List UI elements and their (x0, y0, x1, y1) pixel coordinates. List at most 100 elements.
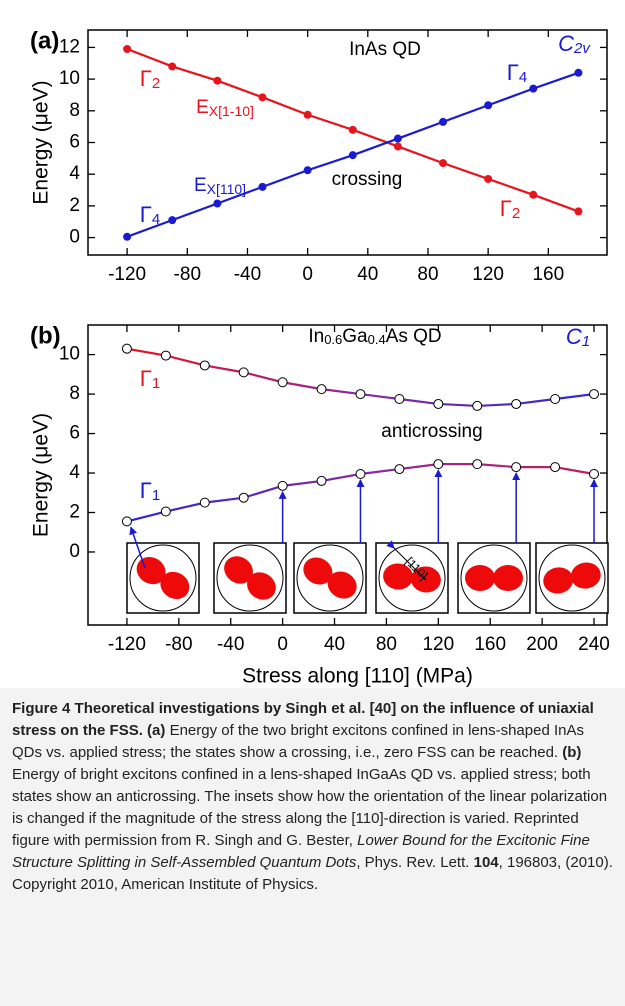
annotation-text: Γ (140, 478, 152, 503)
y-tick-label: 6 (69, 132, 80, 153)
data-point (303, 110, 312, 119)
data-point (121, 343, 132, 354)
dumbbell (224, 556, 276, 600)
y-axis-title: Energy (μeV) (30, 80, 53, 204)
data-point (258, 182, 267, 191)
data-point (348, 125, 357, 134)
x-tick-label: -120 (108, 634, 146, 655)
x-tick-label: -80 (165, 634, 192, 655)
annotation-text: C (558, 31, 574, 56)
lobe (543, 567, 574, 594)
x-tick-label: -40 (217, 634, 244, 655)
data-point (574, 207, 583, 216)
annotation-sub: 2v (573, 40, 591, 57)
annotation-text: anticrossing (381, 421, 482, 442)
data-point (393, 142, 402, 151)
data-point (589, 389, 600, 400)
data-point (238, 367, 249, 378)
caption-text: , Phys. Rev. Lett. (356, 854, 470, 871)
y-tick-label: 6 (69, 423, 80, 444)
annotation-part: 0.4 (368, 332, 386, 347)
annotation: Γ4 (140, 202, 160, 229)
data-point (550, 462, 561, 473)
annotation-part: As QD (386, 326, 442, 347)
panel-label: (a) (30, 27, 59, 54)
x-tick-label: 160 (532, 264, 564, 285)
y-tick-label: 0 (69, 227, 80, 248)
y-tick-label: 2 (69, 502, 80, 523)
x-tick-label: -120 (108, 264, 146, 285)
lobe (247, 572, 276, 600)
annotation-text: E (194, 175, 207, 196)
panel-label: (b) (30, 322, 61, 349)
y-tick-label: 12 (59, 36, 80, 57)
lobe (570, 562, 601, 589)
data-point (472, 400, 483, 411)
y-tick-label: 8 (69, 100, 80, 121)
data-point (484, 101, 493, 110)
data-point (394, 464, 405, 475)
data-point (123, 45, 132, 54)
annotation-text: InAs QD (349, 39, 421, 60)
annotation-part: 0.6 (324, 332, 342, 347)
data-point (529, 84, 538, 93)
lobe (493, 565, 523, 591)
dumbbell (303, 557, 357, 599)
y-tick-label: 10 (59, 344, 80, 365)
y-tick-label: 8 (69, 383, 80, 404)
data-point (472, 459, 483, 470)
annotation-part: In (308, 326, 324, 347)
annotation-text: C (566, 324, 582, 349)
x-tick-label: 160 (474, 634, 506, 655)
caption-text: Energy of the two bright excitons confin… (12, 722, 584, 761)
x-tick-label: 200 (526, 634, 558, 655)
dumbbell (543, 562, 601, 594)
annotation-part: Ga (342, 326, 368, 347)
annotation-sub: 2 (152, 75, 160, 92)
data-point (348, 151, 357, 160)
data-point (316, 384, 327, 395)
data-point (574, 68, 583, 77)
inset-circle (129, 544, 197, 612)
annotation-sub: X[110] (207, 181, 246, 197)
y-tick-label: 4 (69, 462, 80, 483)
caption-panel: (a) (147, 722, 166, 739)
inset-axis (386, 540, 427, 581)
data-point (484, 174, 493, 183)
inset-circle (216, 544, 284, 612)
x-tick-label: 240 (578, 634, 610, 655)
caption-panel: (b) (562, 744, 582, 761)
data-point (121, 516, 132, 527)
caption-text: , 196803, (2010). Copyright 2010, Americ… (12, 854, 613, 893)
figure: -120 -80 -40 0 40 80 120 160024681012(a)Energy … (30, 27, 610, 688)
data-point (393, 134, 402, 143)
lobe (465, 565, 495, 591)
annotation-sub: 1 (152, 375, 160, 392)
x-axis-title: Stress along [110] (MPa) (242, 665, 473, 688)
annotation-sub: 1 (582, 333, 590, 350)
y-tick-label: 4 (69, 163, 80, 184)
data-point (433, 398, 444, 409)
x-tick-label: 40 (357, 264, 378, 285)
x-tick-label: 0 (277, 634, 288, 655)
data-point (439, 159, 448, 168)
data-point (439, 117, 448, 126)
caption: Figure 4 Theoretical investigations by S… (0, 688, 625, 1006)
lobe (383, 563, 414, 590)
annotation-sub: 2 (512, 205, 520, 222)
annotation-text: crossing (332, 169, 403, 190)
data-point (550, 394, 561, 405)
data-point (511, 462, 522, 473)
data-point (168, 216, 177, 225)
annotation: anticrossing (381, 421, 482, 442)
annotation: InAs QD (349, 39, 421, 60)
inset-arrow (129, 526, 146, 569)
caption-title: Theoretical investigations by Singh et a… (12, 700, 594, 739)
data-point (277, 480, 288, 491)
data-point (160, 506, 171, 517)
data-point (168, 62, 177, 71)
caption-ref-title: Lower Bound for the Excitonic Fine Struc… (12, 832, 590, 871)
annotation-text: E (196, 97, 209, 118)
y-tick-label: 2 (69, 195, 80, 216)
annotation-text: Γ (500, 196, 512, 221)
